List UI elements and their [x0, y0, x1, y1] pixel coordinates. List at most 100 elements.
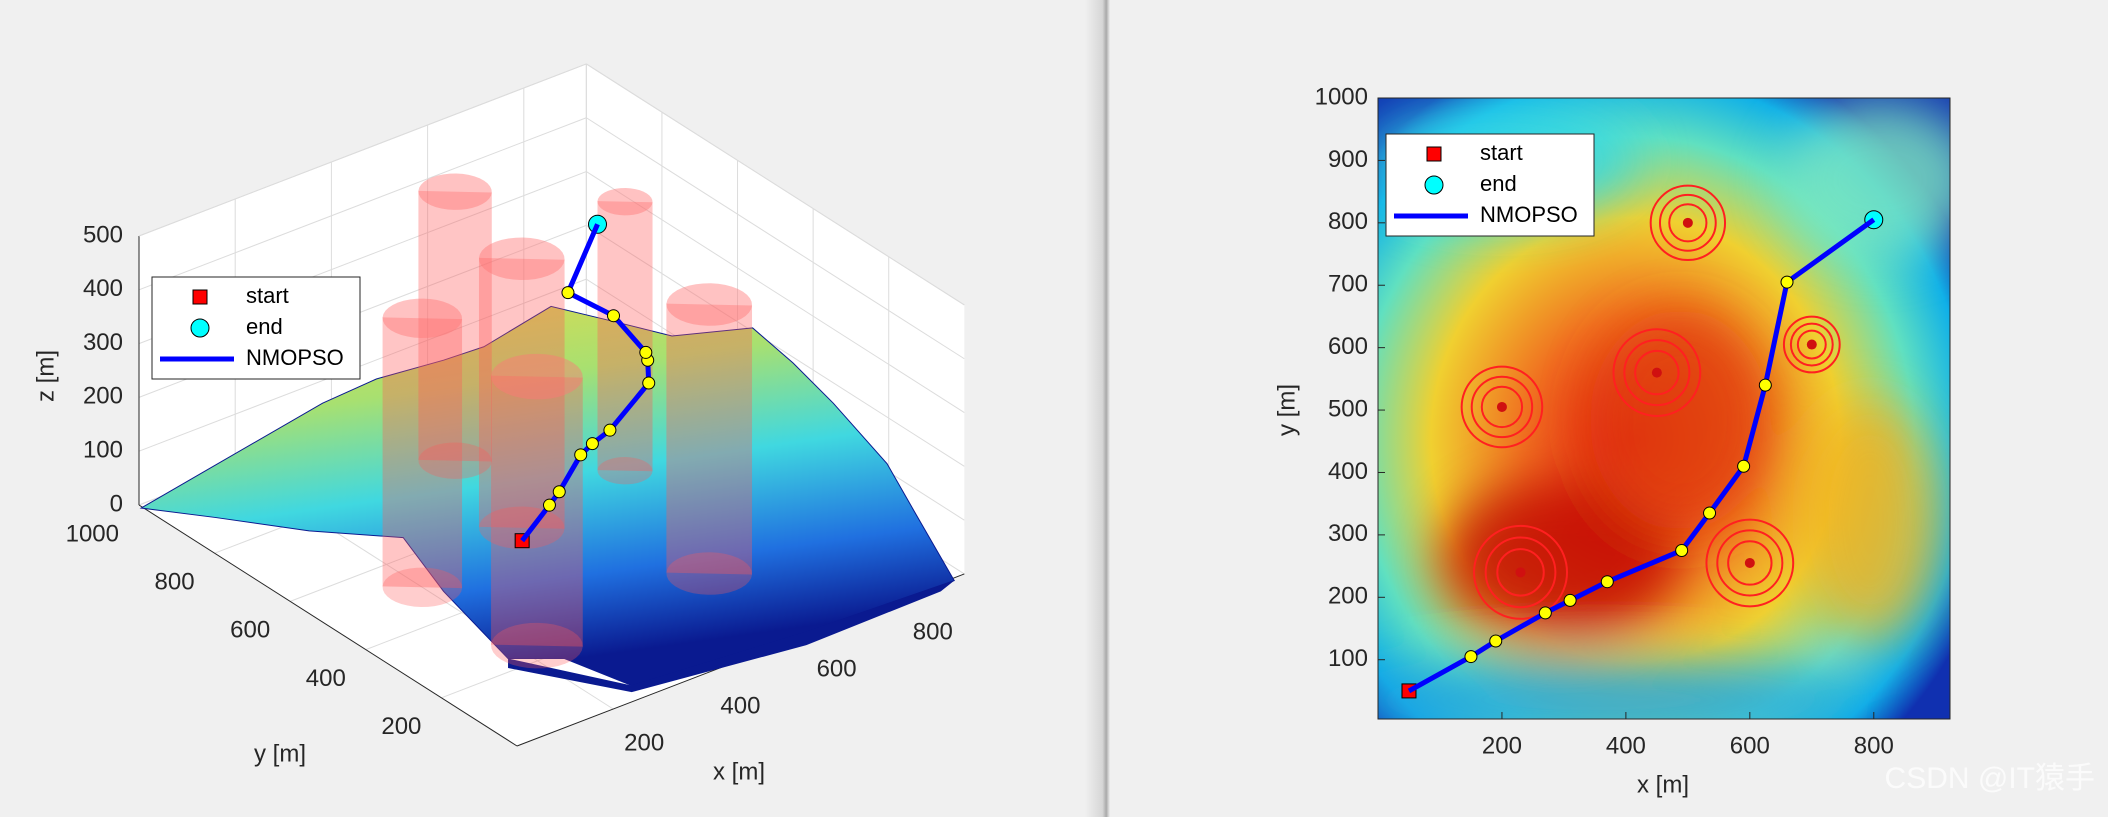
y-tick-label: 400: [1328, 458, 1368, 485]
x-tick-label: 800: [1854, 732, 1894, 759]
x-tick-label: 400: [720, 692, 760, 719]
threat-center: [1682, 217, 1693, 228]
threat-ring: [1789, 322, 1834, 367]
y-tick-label: 500: [1328, 395, 1368, 422]
terrain-surface: [139, 305, 955, 686]
legend: start end NMOPSO: [151, 276, 361, 380]
grid-line: [586, 224, 965, 467]
y-tick-label: 600: [1328, 333, 1368, 360]
legend-label: NMOPSO: [246, 345, 344, 370]
waypoint: [552, 485, 566, 499]
cylinder-side: [418, 190, 492, 462]
waypoint: [1675, 543, 1689, 557]
waypoint: [1703, 506, 1717, 520]
x-axis-label: x [m]: [1637, 771, 1689, 798]
y-tick-label: 200: [381, 713, 421, 740]
threat-ring: [1782, 315, 1841, 374]
waypoint: [1489, 634, 1503, 648]
cylinder-side: [382, 317, 463, 589]
waypoint: [642, 376, 656, 390]
y-tick-label: 1000: [66, 520, 119, 547]
y-tick-label: 900: [1328, 146, 1368, 173]
waypoint: [1737, 459, 1751, 473]
threat-ring: [1496, 548, 1545, 597]
legend-marker: [1424, 175, 1444, 195]
waypoint: [1464, 650, 1478, 664]
threat-ring: [1649, 184, 1727, 262]
threat-ring: [1705, 518, 1795, 608]
threat-ring: [1480, 385, 1524, 429]
axes-box: [1377, 97, 1951, 720]
axis-line: [138, 504, 518, 747]
y-tick-label: 800: [1328, 208, 1368, 235]
x-tick-label: 200: [624, 729, 664, 756]
threat-cylinder: [478, 237, 565, 550]
legend-box: [1385, 133, 1595, 237]
threat-cylinder: [491, 353, 583, 669]
y-tick-label: 600: [230, 617, 270, 644]
grid-line: [138, 278, 587, 452]
threat-ring: [1668, 203, 1708, 243]
y-tick-label: 800: [155, 569, 195, 596]
waypoint: [542, 498, 556, 512]
threat-ring: [1460, 365, 1544, 449]
threat-center: [1515, 567, 1526, 578]
threat-cylinder: [597, 188, 653, 485]
z-tick-label: 400: [83, 275, 123, 302]
threat-ring: [1716, 529, 1784, 597]
cylinder-top: [597, 188, 653, 216]
threat-ring: [1727, 540, 1773, 586]
legend-marker: [190, 318, 210, 338]
threat-center: [1496, 401, 1507, 412]
y-tick-label: 200: [1328, 583, 1368, 610]
cylinder-bottom: [491, 622, 583, 669]
threat-ring: [1470, 375, 1534, 439]
threat-ring: [1484, 536, 1557, 609]
legend-box: [151, 276, 361, 380]
threat: [1612, 328, 1702, 417]
threat-ring: [1612, 328, 1702, 417]
y-tick-label: 400: [306, 665, 346, 692]
box-edge: [586, 63, 965, 306]
z-tick-label: 100: [83, 437, 123, 464]
y-tick-label: 300: [1328, 520, 1368, 547]
legend-label: end: [246, 314, 283, 339]
threat-cylinder: [382, 298, 463, 608]
grid-line: [586, 117, 965, 360]
y-tick-label: 100: [1328, 645, 1368, 672]
waypoint: [607, 309, 621, 323]
threat-ring: [1796, 329, 1827, 360]
waypoint: [639, 345, 653, 359]
back-wall: [139, 63, 587, 505]
waypoint: [1538, 606, 1552, 620]
cylinder-bottom: [382, 567, 463, 608]
cylinder-top: [478, 237, 565, 281]
threat-cylinder: [666, 283, 753, 595]
cylinder-bottom: [418, 442, 492, 479]
cylinder-top: [491, 353, 583, 400]
threat-center: [1744, 557, 1755, 568]
threat-ring: [1634, 349, 1680, 396]
cylinder-top: [382, 298, 463, 339]
cylinder-top: [418, 173, 492, 210]
z-tick-label: 500: [83, 221, 123, 248]
threat: [1460, 365, 1544, 449]
threat-ring: [1623, 339, 1691, 407]
threat-ring: [1658, 193, 1717, 252]
waypoint: [561, 286, 575, 300]
y-tick-label: 700: [1328, 271, 1368, 298]
z-tick-label: 300: [83, 329, 123, 356]
cylinder-side: [491, 375, 583, 647]
cylinder-side: [666, 303, 753, 575]
threat-ring: [1473, 524, 1569, 620]
waypoint: [1780, 275, 1794, 289]
x-tick-label: 600: [1730, 732, 1770, 759]
cylinder-top: [666, 283, 753, 326]
waypoint: [574, 448, 588, 462]
x-tick-label: 400: [1606, 732, 1646, 759]
x-axis-label: x [m]: [713, 758, 765, 785]
box-edge: [138, 63, 587, 237]
y-axis-label: y [m]: [1273, 384, 1300, 436]
x-tick-label: 600: [817, 655, 857, 682]
